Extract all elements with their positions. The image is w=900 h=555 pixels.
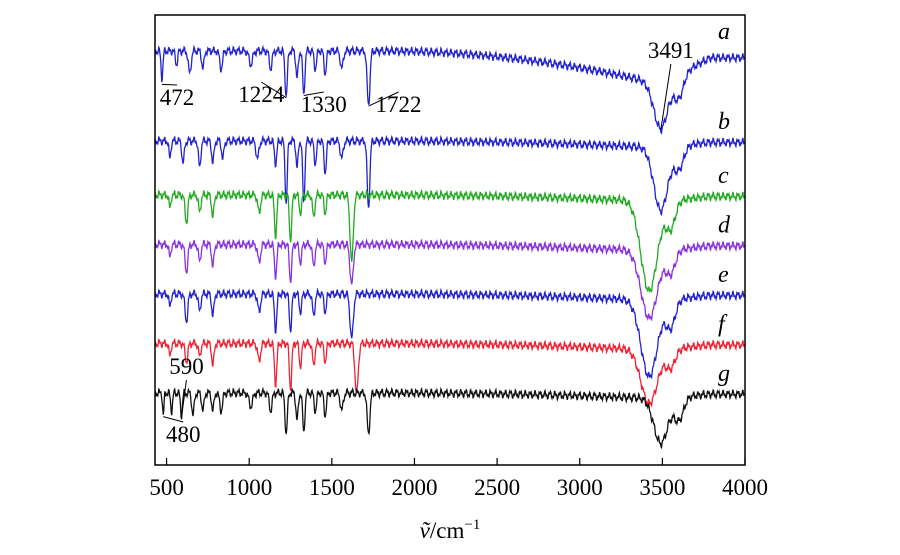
x-axis-unit-exponent: −1 [464, 517, 480, 533]
annotation-1330: 1330 [301, 92, 347, 117]
x-tick-label: 3500 [639, 475, 685, 500]
series-label-a: a [718, 19, 730, 45]
spectrum-line-c [154, 188, 746, 293]
spectrum-line-d [154, 237, 746, 322]
annotation-472: 472 [160, 85, 195, 110]
spectrum-line-b [154, 134, 746, 217]
annotation-leader-3491 [660, 63, 672, 130]
annotation-leader-472 [161, 83, 177, 86]
annotation-layer: 472 1224 1330 1722 3491 590 480 [160, 38, 694, 447]
annotation-leader-1722 [368, 91, 399, 107]
annotation-1224: 1224 [238, 82, 285, 107]
annotation-480: 480 [166, 422, 201, 447]
annotation-3491: 3491 [648, 38, 694, 63]
x-tick-label: 1500 [309, 475, 355, 500]
series-layer [154, 44, 746, 450]
x-tick-label: 4000 [722, 475, 768, 500]
series-label-f: f [718, 312, 728, 338]
x-tick-label: 1000 [226, 475, 272, 500]
x-tick-label: 3000 [557, 475, 603, 500]
x-axis-unit: /cm [430, 518, 465, 543]
spectrum-line-a [154, 44, 746, 135]
series-label-d: d [718, 213, 731, 239]
annotation-leader-1330 [303, 91, 324, 97]
spectrum-line-e [154, 287, 746, 380]
series-label-b: b [718, 109, 730, 135]
x-axis-symbol: ṽ [420, 518, 431, 543]
series-label-c: c [718, 163, 729, 189]
x-tick-label: 2000 [391, 475, 437, 500]
x-tick-label: 500 [149, 475, 184, 500]
x-tick-label: 2500 [474, 475, 520, 500]
series-label-e: e [718, 262, 729, 288]
annotation-leader-1224 [260, 81, 287, 99]
x-axis-title: ṽ/cm−1 [420, 517, 481, 543]
x-axis-ticks: 500 1000 1500 2000 2500 3000 3500 4000 [149, 458, 768, 500]
plot-frame [154, 14, 746, 466]
annotation-leader-590 [180, 379, 187, 419]
annotation-leader-480 [163, 416, 184, 423]
series-label-g: g [718, 361, 730, 387]
annotation-590: 590 [169, 354, 204, 379]
annotation-1722: 1722 [376, 92, 422, 117]
spectrum-line-f [154, 336, 746, 408]
spectrum-line-g [154, 386, 746, 450]
